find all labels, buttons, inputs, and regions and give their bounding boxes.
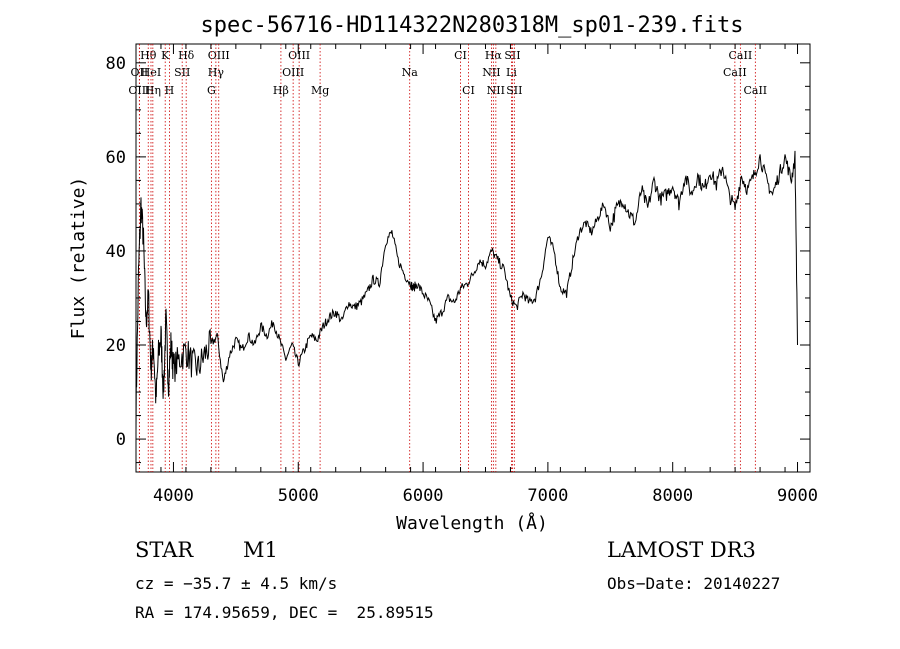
x-tick-label: 9000 xyxy=(777,486,818,506)
spectral-line-label: CI xyxy=(462,84,475,97)
spectral-line-label: SII xyxy=(174,66,190,79)
y-tick-label: 40 xyxy=(106,242,126,262)
y-tick-label: 20 xyxy=(106,336,126,356)
y-tick-label: 80 xyxy=(106,54,126,74)
spectral-line-label: Hα xyxy=(485,49,503,62)
spectral-line-label: H xyxy=(165,84,175,97)
spectral-line-label: OIII xyxy=(288,49,310,62)
x-tick-label: 6000 xyxy=(403,486,444,506)
spectral-line-label: Na xyxy=(402,66,419,79)
spectral-line-label: Hγ xyxy=(208,66,225,79)
x-axis-label: Wavelength (Å) xyxy=(396,512,548,534)
spectral-line-label: OIII xyxy=(128,84,150,97)
spectral-line-label: SII xyxy=(506,84,522,97)
coordinates-text: RA = 174.95659, DEC = 25.89515 xyxy=(135,603,434,622)
spectral-line-label: HeI xyxy=(141,66,161,79)
y-tick-label: 60 xyxy=(106,148,126,168)
redshift-text: cz = −35.7 ± 4.5 km/s xyxy=(135,574,338,593)
y-tick-label: 0 xyxy=(116,430,126,450)
spectral-line-label: Hβ xyxy=(273,84,289,97)
x-tick-label: 4000 xyxy=(153,486,194,506)
object-class: STAR xyxy=(135,538,194,562)
spectrum-chart: spec-56716-HD114322N280318M_sp01-239.fit… xyxy=(68,13,818,534)
spectral-line-label: CaII xyxy=(743,84,767,97)
x-tick-label: 5000 xyxy=(278,486,319,506)
chart-title: spec-56716-HD114322N280318M_sp01-239.fit… xyxy=(200,13,743,38)
spectral-line-label: CI xyxy=(454,49,467,62)
spectral-line-label: Hδ xyxy=(178,49,195,62)
spectral-line-label: Li xyxy=(506,66,517,79)
spectral-line-label: NII xyxy=(487,84,505,97)
spectral-line-label: CaII xyxy=(723,66,747,79)
spectral-line-label: OIII xyxy=(208,49,230,62)
spectral-line-label: SII xyxy=(504,49,520,62)
spectral-line-label: G xyxy=(207,84,216,97)
spectral-line-label: Mg xyxy=(311,84,329,97)
spectral-line-label: Hθ xyxy=(140,49,157,62)
x-tick-label: 7000 xyxy=(527,486,568,506)
y-axis-label: Flux (relative) xyxy=(68,177,89,340)
survey-name: LAMOST DR3 xyxy=(607,538,756,562)
x-tick-label: 8000 xyxy=(652,486,693,506)
object-subclass: M1 xyxy=(243,538,278,562)
plot-frame xyxy=(135,43,811,473)
spectral-line-label: OIII xyxy=(282,66,304,79)
spectral-line-label: Hη xyxy=(145,84,161,97)
obs-date-text: Obs−Date: 20140227 xyxy=(607,574,781,593)
spectrum-line xyxy=(135,150,798,433)
spectral-line-label: K xyxy=(161,49,170,62)
axis-ticks: 4000 5000 6000 7000 8000 9000 0 20 40 60 80 xyxy=(106,44,818,506)
spectral-line-label: NII xyxy=(482,66,500,79)
spectral-line-label: CaII xyxy=(729,49,753,62)
